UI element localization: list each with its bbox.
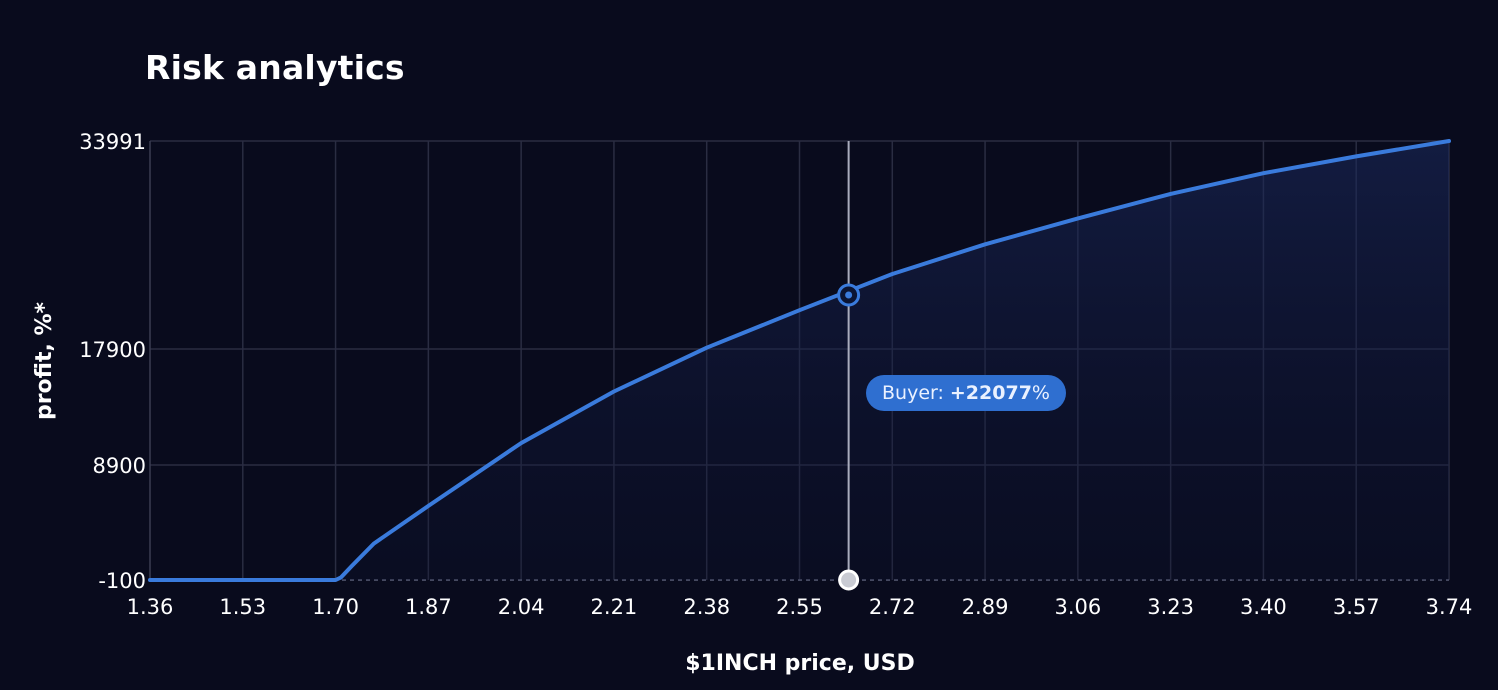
y-tick-label: 8900: [93, 454, 146, 478]
marker-layer[interactable]: [837, 141, 861, 591]
x-axis-title: $1INCH price, USD: [685, 651, 915, 676]
x-tick-label: 3.57: [1333, 595, 1380, 619]
x-tick-label: 1.87: [405, 595, 452, 619]
x-tick-label: 1.53: [219, 595, 266, 619]
tooltip-value: +22077: [949, 382, 1032, 404]
x-tick-label: 2.04: [498, 595, 545, 619]
y-axis-title: profit, %*: [32, 301, 57, 420]
x-tick-label: 3.23: [1147, 595, 1194, 619]
marker-drag-handle[interactable]: [838, 569, 860, 591]
x-tick-label: 1.70: [312, 595, 359, 619]
tooltip-unit: %: [1031, 382, 1050, 404]
x-tick-label: 3.40: [1240, 595, 1287, 619]
buyer-tooltip: Buyer: +22077 %: [866, 375, 1066, 411]
profit-line: [148, 139, 1451, 582]
x-tick-label: 3.06: [1054, 595, 1101, 619]
x-axis-ticks: 1.36 1.53 1.70 1.87 2.04 2.21 2.38 2.55 2.72 2.89…: [127, 595, 1473, 619]
page-title: Risk analytics: [145, 48, 405, 87]
x-tick-label: 2.89: [962, 595, 1009, 619]
chart-line-layer: [148, 139, 1451, 582]
marker-point-dot: [845, 291, 853, 299]
x-tick-label: 1.36: [127, 595, 174, 619]
x-tick-label: 2.38: [683, 595, 730, 619]
profit-area: [150, 141, 1449, 580]
tooltip-label: Buyer:: [882, 382, 944, 404]
y-tick-label: 33991: [79, 130, 146, 154]
x-tick-label: 2.21: [591, 595, 638, 619]
x-tick-label: 3.74: [1426, 595, 1473, 619]
y-tick-label: -100: [98, 569, 146, 593]
x-tick-label: 2.55: [776, 595, 823, 619]
y-axis-ticks: -100 8900 17900 33991: [79, 130, 146, 593]
x-tick-label: 2.72: [869, 595, 916, 619]
chart-area-fill: [150, 141, 1449, 580]
y-tick-label: 17900: [79, 338, 146, 362]
